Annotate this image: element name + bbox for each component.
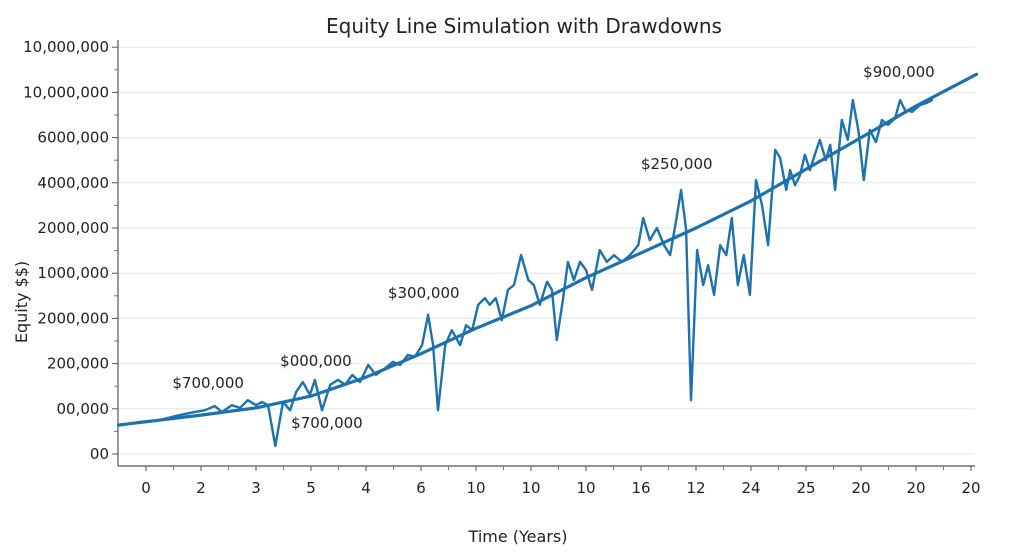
y-axis-label: Equity $$): [12, 261, 31, 343]
drawdown-annotation: $250,000: [641, 155, 713, 173]
x-tick-label: 2: [196, 479, 206, 497]
y-tick-label: 10,000,000: [23, 38, 109, 56]
drawdown-annotation: $700,000: [291, 414, 363, 432]
y-tick-label: 200,000: [47, 355, 109, 373]
x-tick-label: 10: [521, 479, 540, 497]
x-axis-label: Time (Years): [468, 527, 568, 546]
trend-line: [116, 72, 979, 427]
x-tick-label: 3: [251, 479, 261, 497]
x-tick-label: 6: [416, 479, 426, 497]
x-tick-label: 12: [686, 479, 705, 497]
y-tick-label: 1000,000: [37, 264, 109, 282]
y-tick-label: 00,000: [57, 400, 110, 418]
x-tick-label: 0: [141, 479, 151, 497]
equity-line: [117, 98, 934, 448]
y-tick-label: 00: [90, 445, 109, 463]
drawdown-annotation: $900,000: [863, 63, 935, 81]
x-tick-label: 16: [631, 479, 650, 497]
y-tick-label: 2000,000: [37, 309, 109, 327]
drawdown-annotation: $000,000: [280, 352, 352, 370]
chart-title: Equity Line Simulation with Drawdowns: [326, 14, 722, 38]
x-tick-label: 20: [961, 479, 980, 497]
x-tick-label: 25: [796, 479, 815, 497]
x-tick-label: 20: [851, 479, 870, 497]
drawdown-annotation: $300,000: [388, 284, 460, 302]
y-tick-label: 2000,000: [37, 219, 109, 237]
x-tick-label: 10: [466, 479, 485, 497]
y-tick-label: 4000,000: [37, 174, 109, 192]
x-tick-label: 5: [306, 479, 316, 497]
x-tick-label: 10: [576, 479, 595, 497]
x-tick-label: 4: [361, 479, 371, 497]
y-tick-label: 6000,000: [37, 129, 109, 147]
y-tick-label: 10,000,000: [23, 83, 109, 101]
x-tick-label: 20: [906, 479, 925, 497]
x-tick-label: 24: [741, 479, 760, 497]
drawdown-annotation: $700,000: [172, 374, 244, 392]
